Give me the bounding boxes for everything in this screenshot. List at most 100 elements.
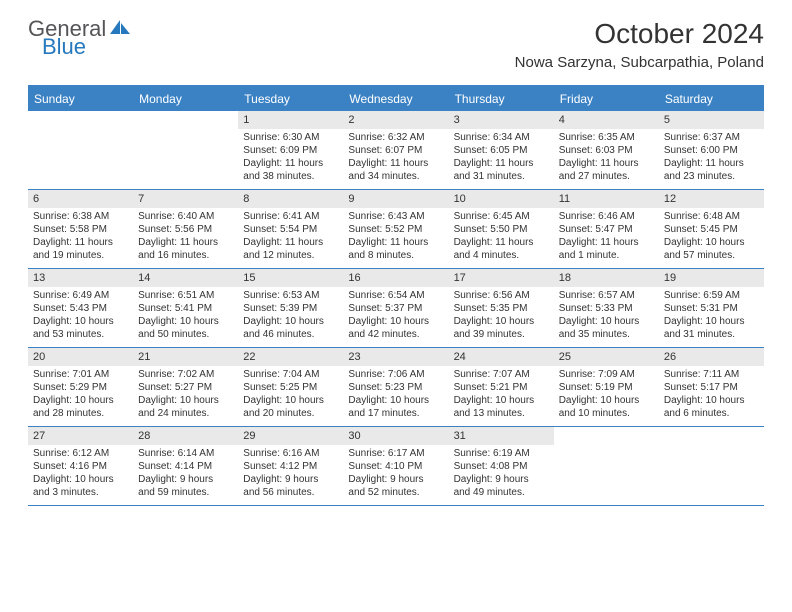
- daylight-line2: and 42 minutes.: [348, 328, 443, 341]
- daylight-line1: Daylight: 10 hours: [243, 394, 338, 407]
- day-number: 27: [28, 427, 133, 445]
- day-cell: 7Sunrise: 6:40 AMSunset: 5:56 PMDaylight…: [133, 190, 238, 268]
- day-cell: 5Sunrise: 6:37 AMSunset: 6:00 PMDaylight…: [659, 111, 764, 189]
- day-cell: 4Sunrise: 6:35 AMSunset: 6:03 PMDaylight…: [554, 111, 659, 189]
- daylight-line1: Daylight: 11 hours: [454, 236, 549, 249]
- sunrise-text: Sunrise: 7:07 AM: [454, 368, 549, 381]
- sunrise-text: Sunrise: 7:01 AM: [33, 368, 128, 381]
- sunset-text: Sunset: 6:03 PM: [559, 144, 654, 157]
- sunset-text: Sunset: 6:07 PM: [348, 144, 443, 157]
- day-cell: 28Sunrise: 6:14 AMSunset: 4:14 PMDayligh…: [133, 427, 238, 505]
- day-number: 10: [449, 190, 554, 208]
- daylight-line1: Daylight: 10 hours: [664, 236, 759, 249]
- calendar: SundayMondayTuesdayWednesdayThursdayFrid…: [28, 85, 764, 506]
- sunrise-text: Sunrise: 6:38 AM: [33, 210, 128, 223]
- daylight-line1: Daylight: 11 hours: [559, 236, 654, 249]
- daylight-line1: Daylight: 9 hours: [243, 473, 338, 486]
- sunrise-text: Sunrise: 6:46 AM: [559, 210, 654, 223]
- daylight-line2: and 8 minutes.: [348, 249, 443, 262]
- day-number: 18: [554, 269, 659, 287]
- day-cell: 29Sunrise: 6:16 AMSunset: 4:12 PMDayligh…: [238, 427, 343, 505]
- day-cell: [554, 427, 659, 505]
- day-number: 19: [659, 269, 764, 287]
- day-number: 20: [28, 348, 133, 366]
- sunrise-text: Sunrise: 6:12 AM: [33, 447, 128, 460]
- title-block: October 2024 Nowa Sarzyna, Subcarpathia,…: [515, 18, 764, 71]
- daylight-line1: Daylight: 11 hours: [348, 236, 443, 249]
- sunset-text: Sunset: 5:29 PM: [33, 381, 128, 394]
- sunset-text: Sunset: 5:47 PM: [559, 223, 654, 236]
- daylight-line2: and 52 minutes.: [348, 486, 443, 499]
- daylight-line1: Daylight: 10 hours: [348, 315, 443, 328]
- sunrise-text: Sunrise: 6:49 AM: [33, 289, 128, 302]
- day-cell: 3Sunrise: 6:34 AMSunset: 6:05 PMDaylight…: [449, 111, 554, 189]
- week-row: 13Sunrise: 6:49 AMSunset: 5:43 PMDayligh…: [28, 269, 764, 348]
- day-number: 23: [343, 348, 448, 366]
- day-number: 15: [238, 269, 343, 287]
- sunset-text: Sunset: 4:12 PM: [243, 460, 338, 473]
- daylight-line1: Daylight: 10 hours: [454, 394, 549, 407]
- sunrise-text: Sunrise: 6:19 AM: [454, 447, 549, 460]
- day-number: 3: [449, 111, 554, 129]
- logo-word2: Blue: [42, 36, 132, 58]
- day-number: 30: [343, 427, 448, 445]
- sunset-text: Sunset: 5:23 PM: [348, 381, 443, 394]
- sunset-text: Sunset: 4:14 PM: [138, 460, 233, 473]
- sunset-text: Sunset: 5:17 PM: [664, 381, 759, 394]
- daylight-line2: and 1 minute.: [559, 249, 654, 262]
- sunset-text: Sunset: 5:31 PM: [664, 302, 759, 315]
- daylight-line2: and 31 minutes.: [454, 170, 549, 183]
- sunset-text: Sunset: 5:35 PM: [454, 302, 549, 315]
- sunrise-text: Sunrise: 7:09 AM: [559, 368, 654, 381]
- sunrise-text: Sunrise: 6:17 AM: [348, 447, 443, 460]
- day-cell: 31Sunrise: 6:19 AMSunset: 4:08 PMDayligh…: [449, 427, 554, 505]
- week-row: 6Sunrise: 6:38 AMSunset: 5:58 PMDaylight…: [28, 190, 764, 269]
- daylight-line2: and 34 minutes.: [348, 170, 443, 183]
- day-cell: 19Sunrise: 6:59 AMSunset: 5:31 PMDayligh…: [659, 269, 764, 347]
- day-headers: SundayMondayTuesdayWednesdayThursdayFrid…: [28, 87, 764, 111]
- sunset-text: Sunset: 5:33 PM: [559, 302, 654, 315]
- daylight-line1: Daylight: 10 hours: [664, 315, 759, 328]
- day-number: 28: [133, 427, 238, 445]
- daylight-line2: and 59 minutes.: [138, 486, 233, 499]
- sunrise-text: Sunrise: 6:34 AM: [454, 131, 549, 144]
- daylight-line2: and 56 minutes.: [243, 486, 338, 499]
- daylight-line1: Daylight: 11 hours: [454, 157, 549, 170]
- day-number: 12: [659, 190, 764, 208]
- daylight-line2: and 12 minutes.: [243, 249, 338, 262]
- daylight-line2: and 57 minutes.: [664, 249, 759, 262]
- day-cell: 18Sunrise: 6:57 AMSunset: 5:33 PMDayligh…: [554, 269, 659, 347]
- daylight-line2: and 39 minutes.: [454, 328, 549, 341]
- day-number: 29: [238, 427, 343, 445]
- daylight-line2: and 53 minutes.: [33, 328, 128, 341]
- sunrise-text: Sunrise: 6:41 AM: [243, 210, 338, 223]
- day-cell: [28, 111, 133, 189]
- sunrise-text: Sunrise: 6:45 AM: [454, 210, 549, 223]
- week-row: 27Sunrise: 6:12 AMSunset: 4:16 PMDayligh…: [28, 427, 764, 506]
- sunrise-text: Sunrise: 6:43 AM: [348, 210, 443, 223]
- daylight-line1: Daylight: 9 hours: [454, 473, 549, 486]
- sunset-text: Sunset: 5:52 PM: [348, 223, 443, 236]
- location: Nowa Sarzyna, Subcarpathia, Poland: [515, 54, 764, 71]
- daylight-line2: and 27 minutes.: [559, 170, 654, 183]
- week-row: 1Sunrise: 6:30 AMSunset: 6:09 PMDaylight…: [28, 111, 764, 190]
- day-cell: [133, 111, 238, 189]
- sunrise-text: Sunrise: 6:51 AM: [138, 289, 233, 302]
- logo: General Blue: [28, 18, 132, 58]
- header: General Blue October 2024 Nowa Sarzyna, …: [0, 0, 792, 77]
- sunset-text: Sunset: 5:21 PM: [454, 381, 549, 394]
- day-number: 2: [343, 111, 448, 129]
- day-number: 26: [659, 348, 764, 366]
- day-header: Sunday: [28, 87, 133, 111]
- day-cell: 17Sunrise: 6:56 AMSunset: 5:35 PMDayligh…: [449, 269, 554, 347]
- day-cell: 20Sunrise: 7:01 AMSunset: 5:29 PMDayligh…: [28, 348, 133, 426]
- daylight-line2: and 10 minutes.: [559, 407, 654, 420]
- day-number: 5: [659, 111, 764, 129]
- daylight-line1: Daylight: 11 hours: [664, 157, 759, 170]
- sunrise-text: Sunrise: 7:02 AM: [138, 368, 233, 381]
- sunset-text: Sunset: 5:54 PM: [243, 223, 338, 236]
- sunrise-text: Sunrise: 7:11 AM: [664, 368, 759, 381]
- daylight-line1: Daylight: 10 hours: [138, 394, 233, 407]
- daylight-line1: Daylight: 9 hours: [138, 473, 233, 486]
- day-number: 17: [449, 269, 554, 287]
